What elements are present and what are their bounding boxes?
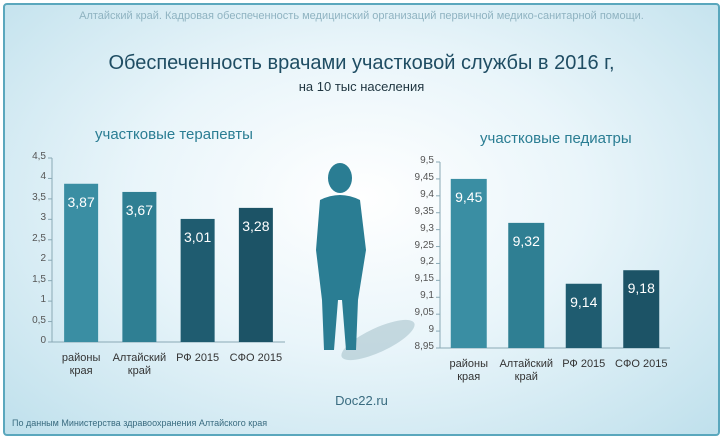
x-tick-label: районы края (61, 352, 101, 377)
value-label: 9,18 (627, 280, 655, 297)
y-tick-label: 9,15 (414, 273, 434, 285)
y-tick-label: 9,2 (420, 256, 434, 268)
subtitle: на 10 тыс населения (298, 79, 425, 94)
x-tick-label: РФ 2015 (176, 352, 220, 364)
watermark: Doc22.ru (335, 393, 388, 408)
x-tick-label: СФО 2015 (229, 352, 283, 364)
x-tick-label: районы края (449, 358, 488, 383)
x-tick-label: Алтайский край (499, 358, 554, 383)
y-tick-label: 9,1 (420, 290, 434, 302)
y-tick-label: 3 (40, 212, 46, 224)
y-tick-label: 0 (40, 335, 46, 346)
value-label: 9,32 (512, 232, 540, 249)
y-tick-label: 9,35 (414, 205, 434, 217)
value-label: 3,87 (67, 193, 95, 210)
y-tick-label: 4 (40, 171, 46, 183)
value-label: 3,67 (125, 201, 153, 218)
x-tick-label: СФО 2015 (615, 358, 668, 370)
y-tick-label: 8,95 (414, 341, 434, 352)
y-tick-label: 4,5 (32, 151, 46, 162)
value-label: 9,45 (455, 188, 483, 205)
y-tick-label: 3,5 (32, 191, 46, 203)
y-tick-label: 9,4 (420, 188, 434, 200)
y-tick-label: 9,5 (420, 155, 434, 166)
source: По данным Министерства здравоохранения А… (12, 418, 268, 428)
title: Обеспеченность врачами участковой службы… (108, 52, 615, 74)
bar (238, 207, 273, 342)
y-tick-label: 9,3 (420, 222, 434, 234)
y-tick-label: 1 (40, 294, 46, 306)
value-label: 3,28 (242, 217, 270, 234)
chart-title: участковые педиатры (480, 130, 632, 147)
bar (122, 191, 157, 342)
y-tick-label: 9,45 (414, 171, 434, 183)
bar (565, 283, 602, 348)
y-tick-label: 9 (428, 324, 434, 336)
bar (180, 218, 215, 342)
y-tick-label: 1,5 (32, 273, 46, 285)
header: Алтайский край. Кадровая обеспеченность … (79, 10, 644, 22)
y-tick-label: 0,5 (32, 314, 46, 326)
y-tick-label: 2,5 (32, 232, 46, 244)
x-tick-label: РФ 2015 (562, 358, 606, 370)
y-tick-label: 9,25 (414, 239, 434, 251)
bar (508, 222, 545, 348)
y-tick-label: 9,05 (414, 307, 434, 319)
x-tick-label: Алтайский край (112, 352, 167, 377)
bar (450, 178, 487, 348)
value-label: 3,01 (184, 228, 212, 245)
chart-title: участковые терапевты (95, 126, 253, 143)
value-label: 9,14 (570, 293, 598, 310)
bar (623, 270, 660, 348)
y-tick-label: 2 (40, 253, 46, 265)
bar (64, 183, 99, 342)
doctor-figure (316, 163, 415, 361)
